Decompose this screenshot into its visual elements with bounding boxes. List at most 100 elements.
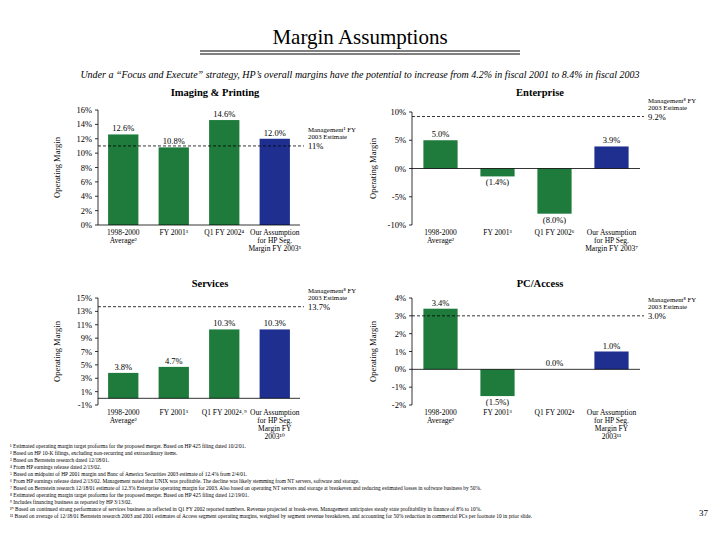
chart-title: Services [192, 278, 229, 289]
footnote: ⁹ Includes financing business as reporte… [10, 499, 132, 505]
y-tick-label: 11% [77, 320, 92, 330]
reference-label: Management⁸ FY2003 Estimate [308, 287, 356, 302]
y-tick-label: 5% [395, 135, 406, 145]
axis-title: Operating Margin [368, 320, 378, 382]
y-tick-label: 10% [76, 148, 92, 158]
bar [260, 139, 290, 225]
category-label: Q1 FY 2002⁴ [535, 408, 575, 417]
data-label: (1.5%) [486, 397, 510, 407]
bars [108, 120, 290, 225]
bar [594, 146, 628, 168]
y-tick [409, 140, 412, 141]
reference-label: Management¹ FY2003 Estimate [308, 126, 356, 141]
slide: Margin Assumptions Under a “Focus and Exe… [0, 0, 720, 540]
y-tick [409, 196, 412, 197]
y-tick [409, 225, 412, 226]
y-tick [95, 138, 98, 139]
category-label: Our Assumptionfor HP Seg.Margin FY 2003⁷ [585, 228, 638, 253]
data-label: (8.0%) [543, 215, 567, 225]
y-tick-label: 1% [81, 387, 92, 397]
category-label: 1998-2000Average² [107, 408, 140, 425]
y-tick [409, 112, 412, 113]
bars [423, 309, 628, 396]
footnote: ¹¹ Based on average of 12/18/01 Bernstei… [10, 513, 532, 519]
footnote: ¹⁰ Based on continued strong performance… [10, 506, 482, 512]
y-tick [409, 369, 412, 370]
y-tick [409, 315, 412, 316]
y-tick-label: 2% [81, 206, 92, 216]
bar [423, 140, 457, 168]
bar [209, 329, 239, 398]
y-tick-label: 4% [81, 191, 92, 201]
data-label: (1.4%) [486, 177, 510, 187]
data-label: 10.3% [264, 318, 286, 328]
category-label: FY 2001³ [160, 228, 189, 237]
reference-line [412, 315, 644, 316]
y-tick [409, 333, 412, 334]
category-label: 1998-2000Average² [424, 228, 457, 245]
chart-title: Imaging & Printing [171, 87, 260, 98]
y-tick [95, 364, 98, 365]
footnote: ⁷ Based on Bernstein research 12/18/01 e… [10, 485, 481, 491]
data-label: 10.8% [163, 136, 185, 146]
category-label: FY 2001³ [483, 408, 512, 417]
category-label: Our Assumptionfor HP Seg.Margin FY 2003⁵ [248, 228, 301, 253]
bar [260, 329, 290, 398]
bar [159, 367, 189, 398]
title-rule [200, 51, 520, 52]
y-tick [409, 168, 412, 169]
y-tick [95, 391, 98, 392]
y-tick [409, 405, 412, 406]
y-tick-label: 10% [390, 107, 406, 117]
zero-line [412, 168, 640, 169]
axis-title: Operating Margin [52, 136, 62, 198]
y-tick [95, 110, 98, 111]
reference-line [98, 306, 304, 307]
data-label: 3.4% [432, 298, 450, 308]
category-label: Q1 FY 2002⁴ [204, 228, 244, 237]
bars [423, 140, 628, 213]
zero-line [98, 398, 300, 399]
bar [159, 147, 189, 225]
title: Margin Assumptions [272, 25, 447, 49]
footnote: ¹ Estimated operating margin target prof… [10, 443, 246, 449]
y-tick-label: 7% [81, 347, 92, 357]
y-tick [95, 405, 98, 406]
data-label: 3.8% [114, 362, 132, 372]
reference-line [98, 145, 304, 146]
data-label: 5.0% [432, 129, 450, 139]
data-label: 10.3% [213, 318, 235, 328]
subtitle: Under a “Focus and Execute” strategy, HP… [80, 69, 639, 80]
category-label: Q1 FY 2002⁴˒⁹ [202, 408, 247, 417]
reference-label: Management⁸ FY2003 Estimate [648, 97, 696, 112]
y-tick-label: 15% [76, 293, 92, 303]
category-label: Our Assumptionfor HP Seg.Margin FY2003¹¹ [587, 408, 637, 441]
y-tick-label: 12% [76, 134, 92, 144]
y-tick [95, 351, 98, 352]
reference-line [412, 116, 644, 117]
y-tick [95, 324, 98, 325]
bar [108, 373, 138, 398]
page-number: 37 [699, 508, 709, 518]
data-label: 4.7% [165, 356, 183, 366]
y-tick-label: 3% [395, 311, 406, 321]
y-tick-label: -1% [78, 400, 92, 410]
y-tick-label: 2% [395, 329, 406, 339]
title-rule [200, 54, 520, 55]
reference-value: 3.0% [648, 311, 666, 321]
reference-value: 9.2% [648, 112, 666, 122]
data-label: 1.0% [603, 341, 621, 351]
bar [480, 369, 514, 396]
y-tick [95, 181, 98, 182]
y-tick-label: 14% [76, 119, 92, 129]
y-tick-label: -5% [392, 192, 406, 202]
y-tick [95, 153, 98, 154]
y-tick [95, 196, 98, 197]
y-tick-label: 13% [76, 306, 92, 316]
data-label: 12.6% [112, 123, 134, 133]
bar [480, 169, 514, 177]
chart: EnterpriseOperating Margin-10%-5%0%5%10%… [368, 87, 696, 253]
chart: Imaging & PrintingOperating Margin0%2%4%… [52, 87, 356, 253]
y-tick [409, 351, 412, 352]
y-tick [95, 225, 98, 226]
